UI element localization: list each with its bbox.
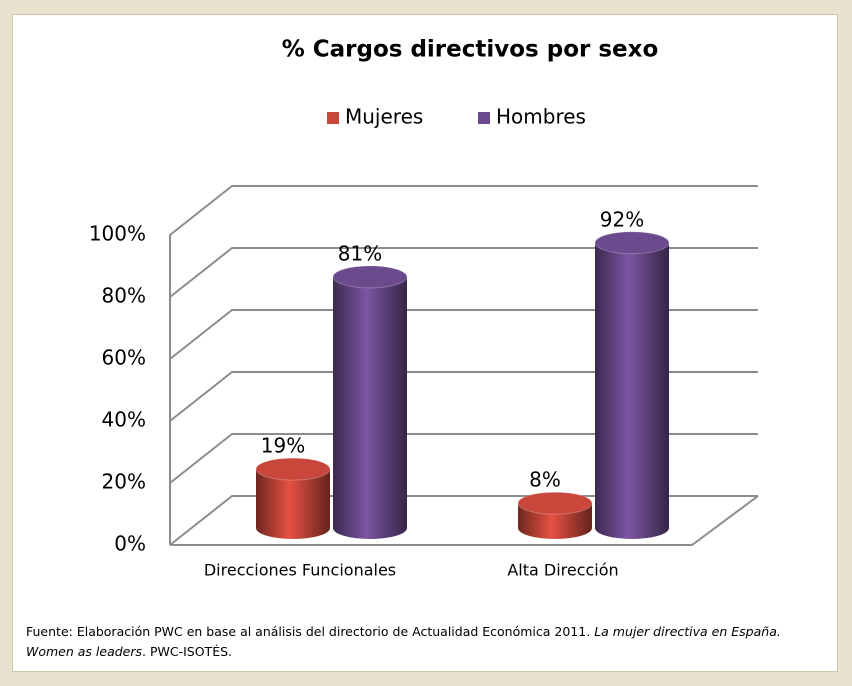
bar (256, 469, 330, 539)
panel (12, 14, 838, 672)
data-label: 81% (338, 241, 382, 265)
source-italic: La mujer directiva en España. Women as l… (26, 624, 781, 659)
legend-label: Hombres (496, 105, 586, 129)
legend-swatch (327, 112, 339, 124)
y-tick-label: 60% (102, 346, 146, 370)
chart-title: % Cargos directivos por sexo (282, 37, 659, 63)
data-label: 8% (529, 468, 561, 492)
bar-top (332, 265, 408, 289)
grid-line (169, 371, 758, 422)
x-tick-label: Alta Dirección (507, 561, 618, 580)
bar (595, 242, 669, 540)
legend-label: Mujeres (345, 105, 423, 129)
bar-top (255, 457, 331, 481)
grid-line (169, 247, 758, 298)
bar-top (517, 491, 593, 515)
x-tick-label: Direcciones Funcionales (204, 561, 396, 580)
y-tick-label: 20% (102, 470, 146, 494)
floor-edge (170, 495, 759, 546)
data-label: 19% (261, 434, 305, 458)
grid-line (169, 433, 758, 484)
bar (333, 276, 407, 539)
y-tick-label: 80% (102, 284, 146, 308)
data-label: 92% (600, 207, 644, 231)
y-tick-label: 0% (114, 532, 146, 556)
source-note: Fuente: Elaboración PWC en base al análi… (26, 622, 806, 662)
bar-top (594, 231, 670, 255)
grid-line (169, 309, 758, 360)
source-text: . PWC-ISOTÉS. (142, 644, 232, 659)
y-tick-label: 40% (102, 408, 146, 432)
y-tick-label: 100% (89, 222, 146, 246)
grid-line (169, 185, 758, 236)
source-text: Fuente: Elaboración PWC en base al análi… (26, 624, 591, 639)
legend-swatch (478, 112, 490, 124)
